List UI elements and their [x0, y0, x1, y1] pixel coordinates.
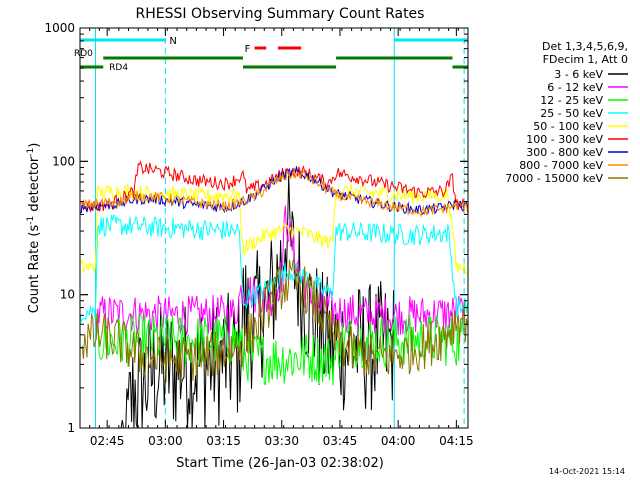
legend-label-3: 25 - 50 keV — [540, 107, 603, 120]
f-flag-label: F — [245, 44, 251, 55]
x-tick-label-5: 04:00 — [381, 434, 416, 448]
legend-label-1: 6 - 12 keV — [547, 81, 603, 94]
rd4-flag-label: RD4 — [109, 63, 128, 73]
series-line-0 — [118, 175, 394, 429]
legend-header-1: Det 1,3,4,5,6,9, — [542, 40, 628, 53]
legend-label-2: 12 - 25 keV — [540, 94, 603, 107]
chart-title: RHESSI Observing Summary Count Rates — [136, 6, 425, 22]
y-tick-label-3: 1000 — [44, 21, 75, 35]
legend-label-6: 300 - 800 keV — [526, 146, 603, 159]
legend-label-4: 50 - 100 keV — [533, 120, 603, 133]
x-axis-label: Start Time (26-Jan-03 02:38:02) — [176, 456, 384, 471]
y-tick-label-2: 100 — [52, 154, 75, 168]
series-line-2 — [95, 312, 464, 386]
series-line-8 — [79, 259, 469, 383]
x-tick-label-2: 03:15 — [206, 434, 241, 448]
timestamp: 14-Oct-2021 15:14 — [549, 467, 625, 476]
x-tick-label-0: 02:45 — [90, 434, 125, 448]
legend-label-0: 3 - 6 keV — [554, 68, 603, 81]
x-tick-label-4: 03:45 — [323, 434, 358, 448]
series-line-7 — [79, 168, 469, 218]
y-axis-label: Count Rate (s-1 detector-1) — [26, 143, 42, 314]
series-line-3 — [79, 214, 469, 323]
n-flag-label: N — [169, 36, 176, 47]
legend-label-5: 100 - 300 keV — [526, 133, 603, 146]
legend-label-7: 800 - 7000 keV — [519, 159, 603, 172]
x-tick-label-6: 04:15 — [439, 434, 474, 448]
x-tick-label-1: 03:00 — [148, 434, 183, 448]
y-tick-label-1: 10 — [60, 288, 75, 302]
x-tick-label-3: 03:30 — [264, 434, 299, 448]
rd0-flag-label: RD0 — [74, 49, 93, 59]
legend-label-8: 7000 - 15000 keV — [505, 172, 603, 185]
legend-header-2: FDecim 1, Att 0 — [543, 53, 628, 66]
y-tick-label-0: 1 — [67, 421, 75, 435]
